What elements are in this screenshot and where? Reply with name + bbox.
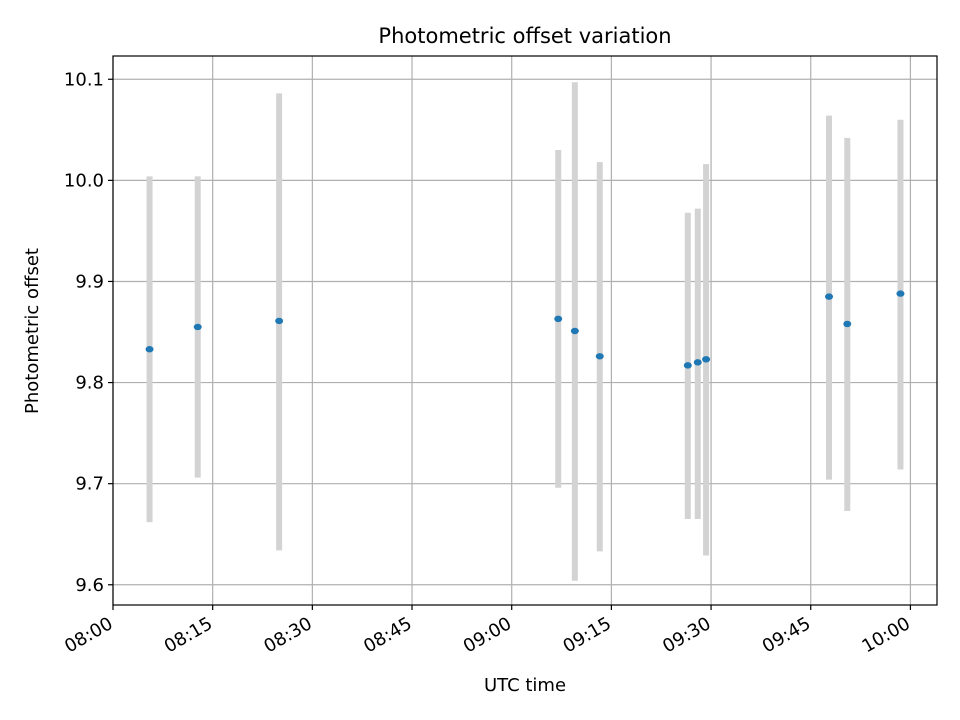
y-tick-label: 9.8 — [75, 373, 104, 394]
grid — [112, 56, 937, 605]
data-point — [554, 315, 563, 323]
y-tick-label: 9.6 — [75, 575, 104, 596]
data-point — [702, 356, 711, 363]
data-point — [693, 359, 702, 366]
data-point — [825, 293, 834, 300]
y-tick-label: 9.7 — [75, 474, 104, 495]
data-point — [896, 290, 905, 297]
data-point — [595, 353, 604, 360]
plot-frame — [112, 55, 938, 606]
data-points — [145, 290, 905, 369]
x-axis-title: UTC time — [484, 675, 566, 696]
data-point — [275, 317, 284, 325]
chart-title: Photometric offset variation — [378, 24, 671, 48]
data-point — [145, 346, 154, 353]
y-tick-label: 10.0 — [64, 170, 104, 191]
y-tick-label: 10.1 — [64, 69, 104, 90]
data-point — [193, 323, 202, 331]
data-point — [683, 362, 692, 369]
y-axis-ticks: 9.6 9.7 9.8 9.9 10.0 10.1 — [64, 69, 113, 596]
data-point — [570, 327, 579, 335]
y-tick-label: 9.9 — [75, 271, 104, 292]
data-point — [843, 320, 852, 328]
y-axis-title: Photometric offset — [22, 248, 43, 414]
